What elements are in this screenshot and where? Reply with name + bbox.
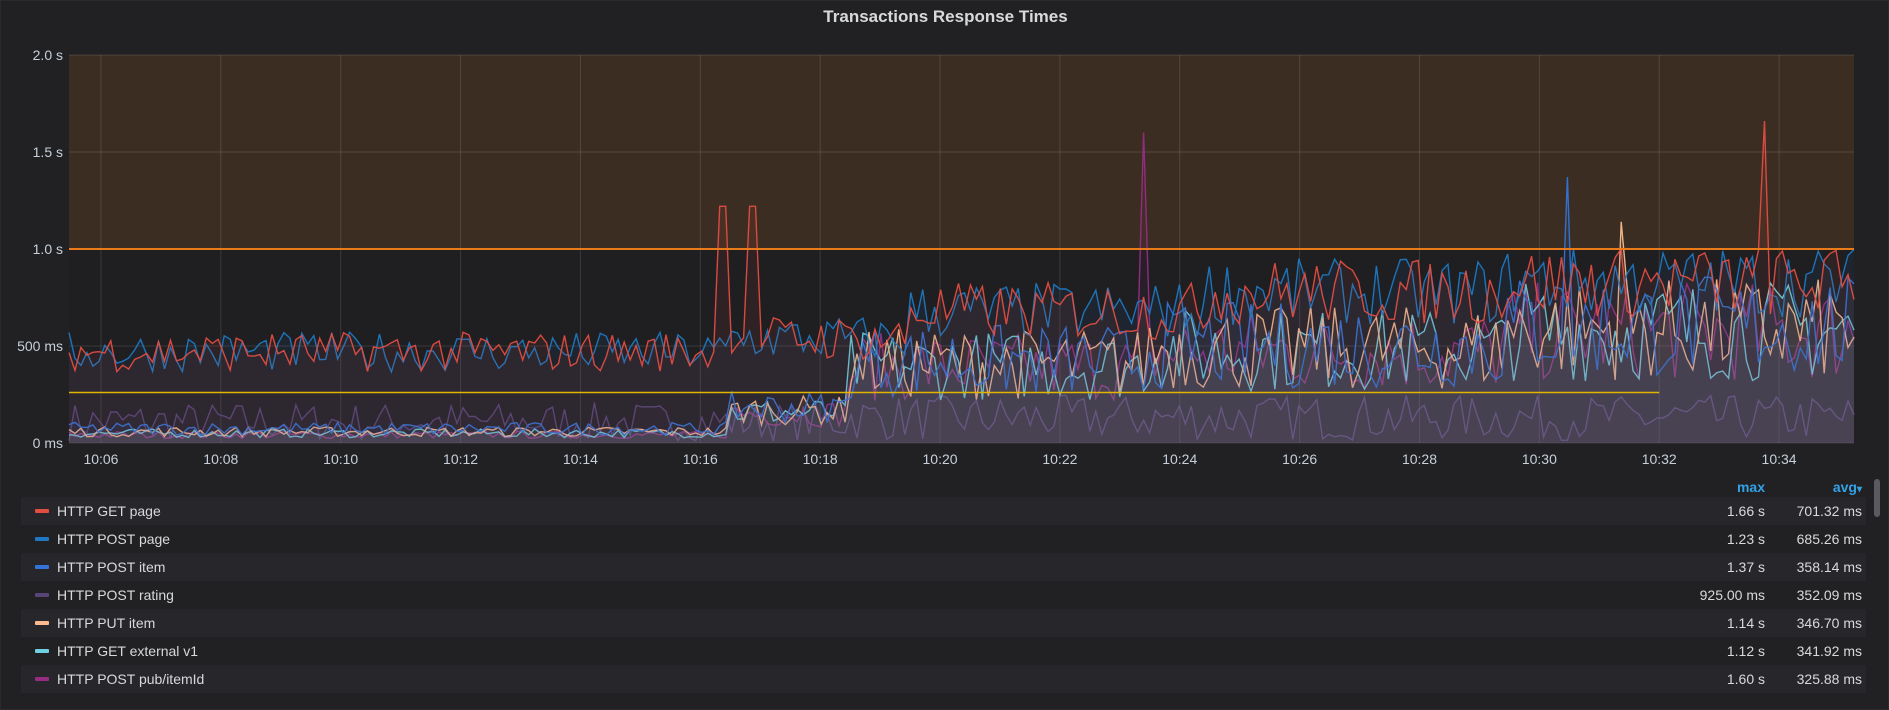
series-color-swatch[interactable]	[35, 621, 49, 625]
series-avg-value: 325.88 ms	[1796, 671, 1862, 687]
series-max-value: 925.00 ms	[1699, 587, 1765, 603]
series-max-value: 1.12 s	[1726, 643, 1765, 659]
response-time-chart[interactable]: 0 ms 500 ms 1.0 s 1.5 s 2.0 s 10:06 10:08 10:10…	[1, 41, 1889, 477]
series-name[interactable]: HTTP POST item	[57, 559, 166, 575]
series-name[interactable]: HTTP GET page	[57, 503, 161, 519]
series-max-value: 1.37 s	[1726, 559, 1765, 575]
y-tick-label: 0 ms	[33, 435, 63, 451]
series-area	[69, 177, 1854, 443]
x-tick-label: 10:26	[1282, 451, 1317, 467]
y-tick-label: 2.0 s	[33, 47, 63, 63]
series-color-swatch[interactable]	[35, 537, 49, 541]
y-tick-label: 1.5 s	[33, 144, 63, 160]
panel-title[interactable]: Transactions Response Times	[823, 7, 1068, 26]
legend-scrollbar[interactable]	[1874, 479, 1880, 517]
series-line	[68, 120, 1855, 374]
y-tick-label: 1.0 s	[33, 241, 63, 257]
series-name[interactable]: HTTP POST pub/itemId	[57, 671, 205, 687]
legend-row[interactable]: HTTP PUT item 1.14 s 346.70 ms	[21, 609, 1866, 637]
series-name[interactable]: HTTP PUT item	[57, 615, 156, 631]
series-area	[69, 221, 1854, 443]
series-name[interactable]: HTTP POST rating	[57, 587, 174, 603]
x-tick-label: 10:20	[923, 451, 958, 467]
legend-row[interactable]: HTTP POST pub/itemId 1.60 s 325.88 ms	[21, 665, 1866, 693]
legend-table: max avg▾ HTTP GET page 1.66 s 701.32 ms HTT…	[21, 477, 1866, 703]
series-area	[69, 283, 1854, 443]
x-tick-label: 10:22	[1042, 451, 1077, 467]
legend-avg-header[interactable]: avg▾	[1833, 479, 1862, 495]
x-tick-label: 10:34	[1762, 451, 1797, 467]
series-max-value: 1.66 s	[1726, 503, 1765, 519]
x-tick-label: 10:28	[1402, 451, 1437, 467]
series-color-swatch[interactable]	[35, 565, 49, 569]
series-area	[69, 395, 1854, 443]
legend-row[interactable]: HTTP POST item 1.37 s 358.14 ms	[21, 553, 1866, 581]
x-tick-label: 10:12	[443, 451, 478, 467]
series-area	[69, 132, 1854, 443]
legend-row[interactable]: HTTP POST page 1.23 s 685.26 ms	[21, 525, 1866, 553]
x-tick-label: 10:18	[803, 451, 838, 467]
series-area	[69, 121, 1854, 443]
x-tick-label: 10:06	[83, 451, 118, 467]
legend-row[interactable]: HTTP GET page 1.66 s 701.32 ms	[21, 497, 1866, 525]
series-avg-value: 701.32 ms	[1796, 503, 1862, 519]
series-avg-value: 346.70 ms	[1796, 615, 1862, 631]
series-line	[68, 221, 1855, 438]
series-max-value: 1.14 s	[1726, 615, 1765, 631]
legend-max-header[interactable]: max	[1736, 479, 1765, 495]
legend-row[interactable]: HTTP GET external v1 1.12 s 341.92 ms	[21, 637, 1866, 665]
legend-row[interactable]: HTTP POST rating 925.00 ms 352.09 ms	[21, 581, 1866, 609]
series-color-swatch[interactable]	[35, 677, 49, 681]
x-tick-label: 10:32	[1642, 451, 1677, 467]
series-name[interactable]: HTTP POST page	[57, 531, 171, 547]
x-tick-label: 10:30	[1522, 451, 1557, 467]
series-avg-value: 685.26 ms	[1796, 531, 1862, 547]
x-tick-label: 10:14	[563, 451, 598, 467]
sort-desc-icon: ▾	[1856, 484, 1862, 495]
threshold-region	[69, 55, 1854, 249]
legend-rows: HTTP GET page 1.66 s 701.32 ms HTTP POST pa…	[21, 497, 1866, 693]
x-tick-label: 10:10	[323, 451, 358, 467]
y-tick-label: 500 ms	[17, 338, 63, 354]
series-line	[68, 177, 1855, 437]
series-color-swatch[interactable]	[35, 593, 49, 597]
series-color-swatch[interactable]	[35, 649, 49, 653]
series-name[interactable]: HTTP GET external v1	[57, 643, 199, 659]
x-tick-label: 10:08	[203, 451, 238, 467]
series-max-value: 1.60 s	[1726, 671, 1765, 687]
x-tick-label: 10:16	[683, 451, 718, 467]
legend-header: max avg▾	[21, 477, 1866, 497]
series-max-value: 1.23 s	[1726, 531, 1765, 547]
legend-avg-header-label: avg	[1832, 479, 1857, 495]
series-avg-value: 341.92 ms	[1796, 643, 1862, 659]
series-color-swatch[interactable]	[35, 509, 49, 513]
series-avg-value: 352.09 ms	[1796, 587, 1862, 603]
series-avg-value: 358.14 ms	[1796, 559, 1862, 575]
x-tick-label: 10:24	[1162, 451, 1197, 467]
series-area	[69, 249, 1854, 443]
